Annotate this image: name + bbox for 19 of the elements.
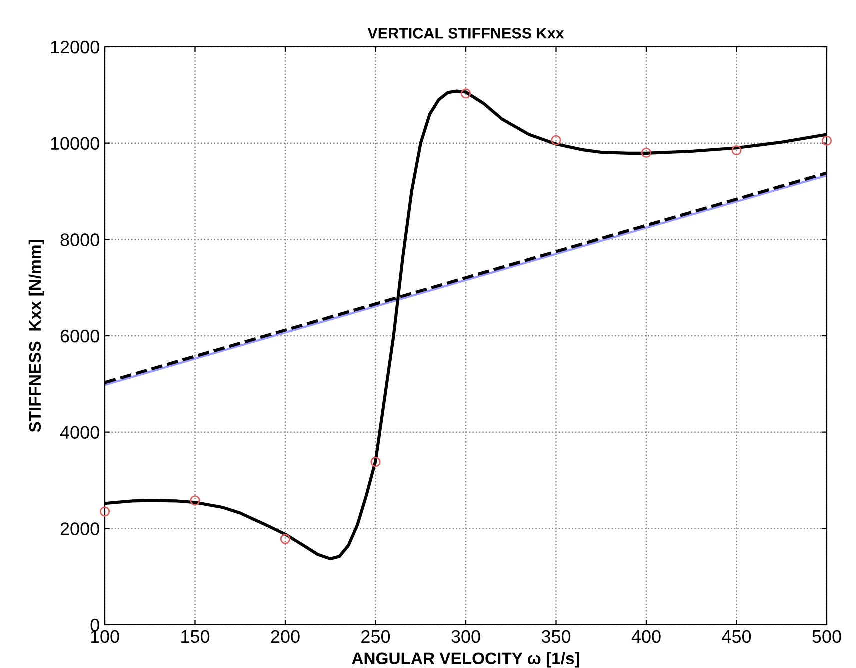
y-tick-label: 0 (90, 618, 100, 632)
x-tick-label: 400 (632, 630, 661, 644)
y-tick-label: 6000 (60, 330, 100, 343)
x-tick-label: 450 (722, 630, 752, 644)
x-tick-label: 200 (271, 630, 300, 644)
x-tick-label: 300 (452, 630, 480, 644)
x-tick-label: 250 (362, 630, 390, 644)
y-axis-title: STIFFNESS Kxx [N/mm] (28, 240, 44, 432)
y-tick-label: 4000 (60, 426, 100, 440)
x-axis-title: ANGULAR VELOCITY ω [1/s] (352, 652, 580, 668)
x-tick-label: 500 (812, 630, 842, 644)
x-tick-label: 350 (542, 630, 571, 644)
y-tick-label: 10000 (51, 137, 100, 150)
x-tick-label: 100 (91, 630, 120, 644)
y-tick-label: 12000 (51, 40, 100, 54)
x-tick-label: 150 (182, 630, 210, 644)
y-tick-label: 8000 (60, 234, 100, 246)
y-tick-label: 2000 (60, 522, 100, 536)
chart-title: VERTICAL STIFFNESS Kxx (368, 28, 564, 39)
